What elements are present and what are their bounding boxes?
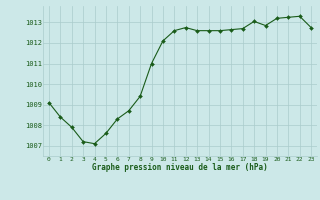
X-axis label: Graphe pression niveau de la mer (hPa): Graphe pression niveau de la mer (hPa) (92, 163, 268, 172)
